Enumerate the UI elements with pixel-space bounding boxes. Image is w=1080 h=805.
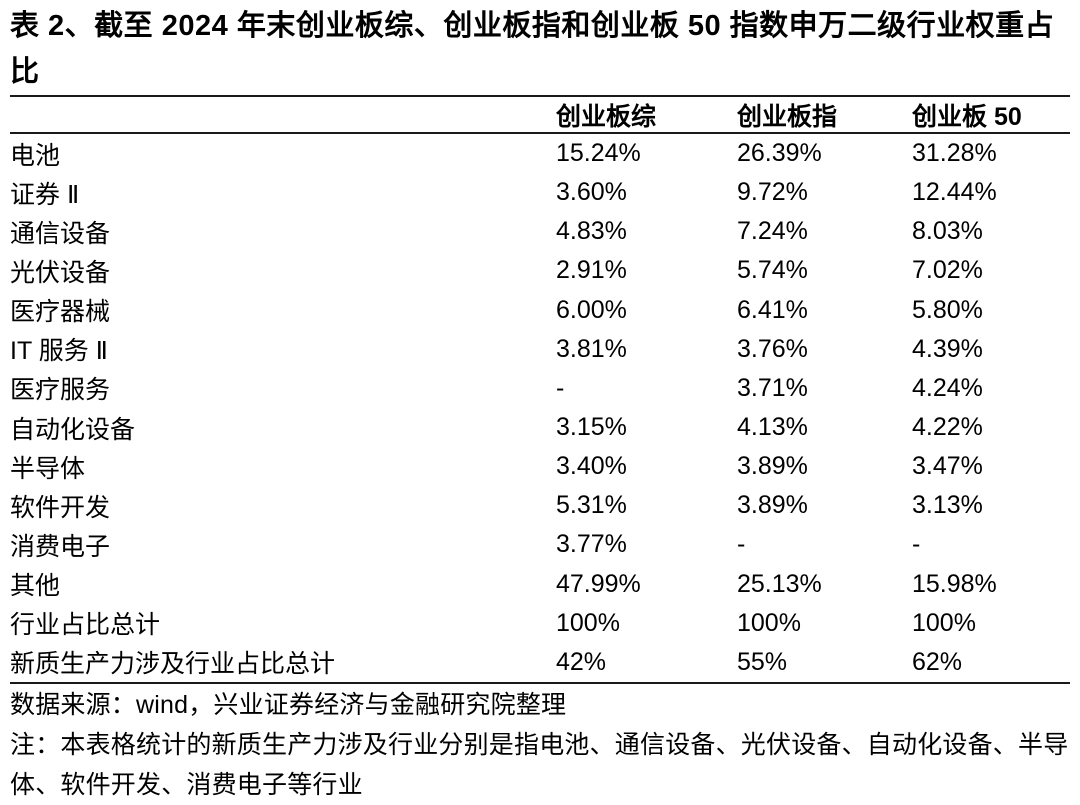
cell-value: 15.98%: [912, 569, 997, 598]
table-row: 半导体 3.40% 3.89% 3.47%: [10, 447, 1070, 486]
cell-value: 42%: [556, 647, 607, 676]
table-row: 行业占比总计 100% 100% 100%: [10, 604, 1070, 643]
cell-value: 3.40%: [556, 452, 627, 481]
table-row: 消费电子 3.77% - -: [10, 525, 1070, 564]
table-body: 电池 15.24% 26.39% 31.28% 证券 Ⅱ 3.60% 9.72% 12.44%…: [10, 134, 1070, 684]
cell-value: 7.02%: [912, 256, 983, 285]
row-label: 医疗服务: [10, 376, 111, 405]
row-label: IT 服务 Ⅱ: [10, 337, 108, 366]
cell-value: 4.13%: [737, 413, 808, 442]
table-row: 医疗服务 - 3.71% 4.24%: [10, 369, 1070, 408]
cell-value: 4.22%: [912, 413, 983, 442]
header-col-cybz: 创业板综: [556, 102, 657, 131]
table-row: 通信设备 4.83% 7.24% 8.03%: [10, 212, 1070, 251]
row-label: 消费电子: [10, 532, 111, 561]
table-footer: 数据来源：wind，兴业证券经济与金融研究院整理 注：本表格统计的新质生产力涉及…: [10, 684, 1070, 805]
cell-value: 3.60%: [556, 178, 627, 207]
table-row: 医疗器械 6.00% 6.41% 5.80%: [10, 291, 1070, 330]
cell-value: 5.80%: [912, 295, 983, 324]
table-row: 电池 15.24% 26.39% 31.28%: [10, 134, 1070, 173]
data-source-note: 数据来源：wind，兴业证券经济与金融研究院整理: [10, 691, 567, 719]
cell-value: -: [912, 530, 921, 559]
cell-value: 6.00%: [556, 295, 627, 324]
cell-value: 31.28%: [912, 139, 997, 168]
row-label: 半导体: [10, 454, 86, 483]
cell-value: 2.91%: [556, 256, 627, 285]
cell-value: 3.81%: [556, 334, 627, 363]
cell-value: 3.15%: [556, 413, 627, 442]
row-label: 其他: [10, 572, 61, 601]
cell-value: 9.72%: [737, 178, 808, 207]
cell-value: 4.83%: [556, 217, 627, 246]
row-label: 行业占比总计: [10, 611, 161, 640]
table-row: 光伏设备 2.91% 5.74% 7.02%: [10, 251, 1070, 290]
row-label: 新质生产力涉及行业占比总计: [10, 650, 336, 679]
table-row: 自动化设备 3.15% 4.13% 4.22%: [10, 408, 1070, 447]
cell-value: 100%: [912, 608, 976, 637]
cell-value: 8.03%: [912, 217, 983, 246]
cell-value: 26.39%: [737, 139, 822, 168]
cell-value: 12.44%: [912, 178, 997, 207]
cell-value: 3.71%: [737, 373, 808, 402]
row-label: 证券 Ⅱ: [10, 180, 80, 209]
cell-value: -: [556, 373, 565, 402]
cell-value: 3.89%: [737, 452, 808, 481]
cell-value: 3.76%: [737, 334, 808, 363]
row-label: 通信设备: [10, 219, 111, 248]
table-row: 证券 Ⅱ 3.60% 9.72% 12.44%: [10, 173, 1070, 212]
cell-value: 15.24%: [556, 139, 641, 168]
row-label: 医疗器械: [10, 298, 111, 327]
cell-value: 4.39%: [912, 334, 983, 363]
cell-value: 3.13%: [912, 491, 983, 520]
cell-value: 3.47%: [912, 452, 983, 481]
cell-value: 3.77%: [556, 530, 627, 559]
cell-value: 100%: [556, 608, 620, 637]
cell-value: 6.41%: [737, 295, 808, 324]
table-row: 新质生产力涉及行业占比总计 42% 55% 62%: [10, 643, 1070, 682]
cell-value: 62%: [912, 647, 963, 676]
row-label: 电池: [10, 141, 61, 170]
cell-value: 4.24%: [912, 373, 983, 402]
row-label: 自动化设备: [10, 415, 136, 444]
cell-value: 47.99%: [556, 569, 641, 598]
cell-value: 55%: [737, 647, 788, 676]
cell-value: -: [737, 530, 746, 559]
cell-value: 5.74%: [737, 256, 808, 285]
table-header-row: 创业板综 创业板指 创业板 50: [10, 95, 1070, 134]
header-col-cybzhi: 创业板指: [737, 102, 838, 131]
row-label: 光伏设备: [10, 258, 111, 287]
header-col-cyb50: 创业板 50: [912, 102, 1022, 131]
cell-value: 5.31%: [556, 491, 627, 520]
table-row: IT 服务 Ⅱ 3.81% 3.76% 4.39%: [10, 330, 1070, 369]
cell-value: 100%: [737, 608, 801, 637]
table-title: 表 2、截至 2024 年末创业板综、创业板指和创业板 50 指数申万二级行业权…: [10, 10, 1055, 88]
table-row: 其他 47.99% 25.13% 15.98%: [10, 565, 1070, 604]
cell-value: 7.24%: [737, 217, 808, 246]
table-row: 软件开发 5.31% 3.89% 3.13%: [10, 486, 1070, 525]
methodology-note: 注：本表格统计的新质生产力涉及行业分别是指电池、通信设备、光伏设备、自动化设备、…: [10, 731, 1069, 799]
cell-value: 25.13%: [737, 569, 822, 598]
cell-value: 3.89%: [737, 491, 808, 520]
row-label: 软件开发: [10, 493, 111, 522]
